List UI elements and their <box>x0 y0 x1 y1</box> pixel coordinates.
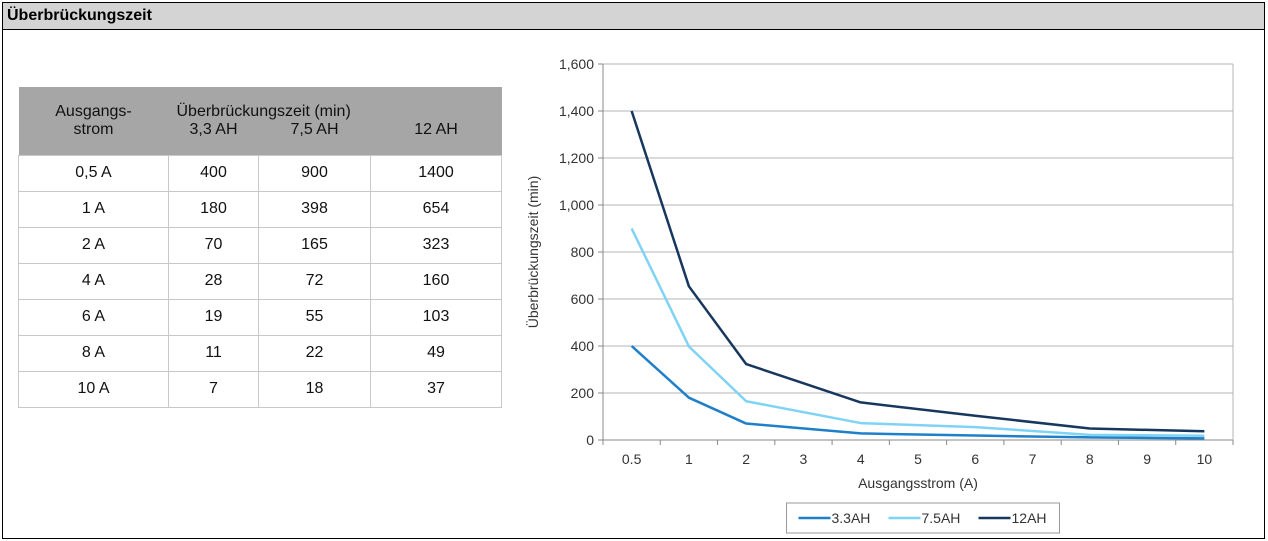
table-row: 4 A 28 72 160 <box>18 262 502 300</box>
table-cell: 400 <box>168 154 259 192</box>
table-cell: 165 <box>258 226 371 264</box>
table-cell: 22 <box>258 334 371 372</box>
table-cell: 7 <box>168 370 259 408</box>
series-line-12ah <box>630 110 1205 433</box>
legend-label: 12AH <box>1012 510 1047 526</box>
table-cell: 11 <box>168 334 259 372</box>
col-header-7-5ah: 7,5 AH <box>258 121 371 155</box>
table-cell: 55 <box>258 298 371 336</box>
table-row: 1 A 180 398 654 <box>18 190 502 228</box>
y-tick-label: 1,200 <box>559 150 594 166</box>
table-row: 6 A 19 55 103 <box>18 298 502 336</box>
x-tick-label: 5 <box>914 451 922 467</box>
table-cell: 180 <box>168 190 259 228</box>
table-cell: 323 <box>370 226 502 264</box>
y-tick-label: 400 <box>571 338 595 354</box>
y-axis-label: Überbrückungszeit (min) <box>524 176 541 329</box>
x-tick-label: 3 <box>800 451 808 467</box>
col-header-12ah: 12 AH <box>370 121 502 155</box>
table-cell: 1400 <box>370 154 502 192</box>
table-cell: 49 <box>370 334 502 372</box>
x-tick-label: 8 <box>1086 451 1094 467</box>
table-cell: 10 A <box>18 370 169 408</box>
table-cell: 37 <box>370 370 502 408</box>
y-tick-label: 0 <box>586 432 594 448</box>
table-cell: 398 <box>258 190 371 228</box>
table-cell: 72 <box>258 262 371 300</box>
table-cell: 6 A <box>18 298 169 336</box>
col-header-group: Überbrückungszeit (min) <box>168 87 502 121</box>
table-cell: 0,5 A <box>18 154 169 192</box>
x-tick-label: 7 <box>1029 451 1037 467</box>
col-header-current-line1: Ausgangs- <box>55 103 132 120</box>
table-cell: 654 <box>370 190 502 228</box>
group-header-label: Überbrückungszeit (min) <box>176 103 351 120</box>
x-tick-label: 10 <box>1197 451 1213 467</box>
x-axis-label: Ausgangsstrom (A) <box>858 475 978 491</box>
table-row: 10 A 7 18 37 <box>18 370 502 408</box>
table-cell: 1 A <box>18 190 169 228</box>
x-tick-label: 4 <box>857 451 865 467</box>
legend-label: 7.5AH <box>922 510 961 526</box>
x-tick-label: 9 <box>1143 451 1151 467</box>
col-header-current-line2: strom <box>18 121 169 155</box>
y-tick-label: 1,400 <box>559 103 594 119</box>
y-tick-label: 800 <box>571 244 595 260</box>
legend <box>786 502 1060 534</box>
table-row: 2 A 70 165 323 <box>18 226 502 264</box>
table-cell: 19 <box>168 298 259 336</box>
y-tick-label: 1,000 <box>559 197 594 213</box>
table-row: 8 A 11 22 49 <box>18 334 502 372</box>
x-tick-label: 1 <box>685 451 693 467</box>
y-tick-label: 1,600 <box>559 56 594 72</box>
table-cell: 28 <box>168 262 259 300</box>
series-line-7-5ah <box>630 227 1205 438</box>
col-header-3-3ah: 3,3 AH <box>168 121 259 155</box>
table-cell: 900 <box>258 154 371 192</box>
table-cell: 160 <box>370 262 502 300</box>
x-tick-label: 0.5 <box>622 451 642 467</box>
table-cell: 18 <box>258 370 371 408</box>
bridging-time-chart: 0 200 400 600 800 1,000 1,200 1,400 1,600 0.5 1 2 3 4… <box>524 56 1234 534</box>
table-row: 0,5 A 400 900 1400 <box>18 154 502 192</box>
x-tick-label: 2 <box>742 451 750 467</box>
panel-header: Überbrückungszeit <box>3 3 1264 30</box>
table-cell: 8 A <box>18 334 169 372</box>
panel-title: Überbrückungszeit <box>7 7 152 24</box>
table-cell: 2 A <box>18 226 169 264</box>
table-cell: 103 <box>370 298 502 336</box>
bridging-time-table: Ausgangs- Überbrückungszeit (min) strom … <box>18 87 502 408</box>
table-body: 0,5 A 400 900 1400 1 A 180 398 654 2 A 70 165 323 4 … <box>18 154 502 408</box>
y-tick-label: 200 <box>571 385 595 401</box>
table-cell: 4 A <box>18 262 169 300</box>
col-header-current: Ausgangs- <box>18 87 169 121</box>
table-cell: 70 <box>168 226 259 264</box>
x-tick-label: 6 <box>971 451 979 467</box>
series-line-3-3ah <box>630 345 1205 440</box>
legend-label: 3.3AH <box>832 510 871 526</box>
y-tick-label: 600 <box>571 291 595 307</box>
